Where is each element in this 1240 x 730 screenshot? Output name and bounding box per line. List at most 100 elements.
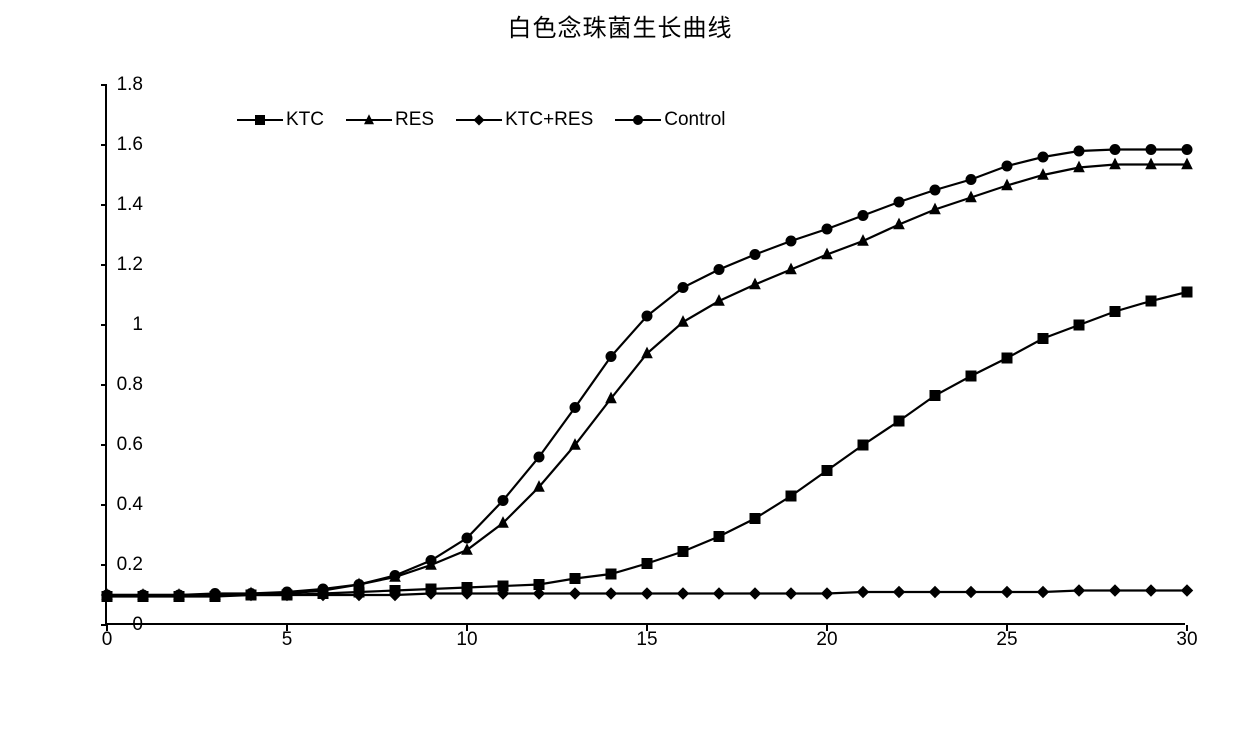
ytick-label: 0 [132,614,143,636]
ytick-label: 1.6 [117,134,143,156]
series-marker-KTC [930,391,940,401]
series-marker-KTC [678,547,688,557]
chart-plot: KTCRESKTC+RESControl 00.20.40.60.811.21.… [60,75,1200,670]
ytick-mark [101,564,107,566]
ytick-label: 1.8 [117,74,143,96]
series-marker-Control [102,590,112,600]
ytick-label: 0.2 [117,554,143,576]
series-marker-Control [606,352,616,362]
series-marker-RES [678,316,688,326]
xtick-label: 10 [456,629,477,651]
series-marker-Control [354,580,364,590]
series-marker-Control [318,584,328,594]
series-marker-KTC+RES [1146,585,1157,596]
series-marker-RES [462,544,472,554]
series-marker-Control [1182,145,1192,155]
series-marker-KTC+RES [930,587,941,598]
series-marker-Control [894,197,904,207]
ytick-mark [101,444,107,446]
ytick-label: 0.8 [117,374,143,396]
series-marker-KTC [1074,320,1084,330]
series-marker-Control [282,587,292,597]
ytick-label: 1.2 [117,254,143,276]
series-marker-KTC [1002,353,1012,363]
ytick-label: 1.4 [117,194,143,216]
series-marker-Control [858,211,868,221]
xtick-label: 20 [816,629,837,651]
series-marker-KTC+RES [642,588,653,599]
series-marker-KTC [858,440,868,450]
ytick-mark [101,324,107,326]
series-marker-KTC+RES [1182,585,1193,596]
series-marker-KTC+RES [1002,587,1013,598]
plot-area: KTCRESKTC+RESControl 00.20.40.60.811.21.… [105,85,1185,625]
series-marker-Control [750,250,760,260]
series-marker-KTC+RES [750,588,761,599]
series-marker-KTC [822,466,832,476]
series-line-RES [107,165,1187,596]
series-marker-Control [174,590,184,600]
xtick-label: 5 [282,629,293,651]
xtick-label: 0 [102,629,113,651]
series-marker-KTC [714,532,724,542]
series-marker-KTC [570,574,580,584]
series-marker-KTC+RES [1074,585,1085,596]
ytick-label: 0.4 [117,494,143,516]
ytick-mark [101,144,107,146]
xtick-label: 15 [636,629,657,651]
series-marker-KTC [750,514,760,524]
series-marker-Control [966,175,976,185]
series-marker-Control [1110,145,1120,155]
series-marker-KTC+RES [894,587,905,598]
series-marker-KTC+RES [678,588,689,599]
series-marker-Control [462,533,472,543]
series-marker-Control [1074,146,1084,156]
series-marker-KTC+RES [858,587,869,598]
series-marker-KTC+RES [570,588,581,599]
series-marker-KTC [894,416,904,426]
series-marker-Control [1038,152,1048,162]
series-marker-KTC [1038,334,1048,344]
xtick-label: 30 [1176,629,1197,651]
series-marker-KTC+RES [606,588,617,599]
ytick-mark [101,504,107,506]
series-marker-KTC+RES [966,587,977,598]
series-marker-Control [570,403,580,413]
series-marker-KTC+RES [1038,587,1049,598]
series-marker-KTC+RES [786,588,797,599]
ytick-mark [101,264,107,266]
series-marker-Control [786,236,796,246]
series-marker-Control [210,589,220,599]
series-marker-Control [930,185,940,195]
series-marker-Control [534,452,544,462]
series-marker-KTC [642,559,652,569]
series-marker-Control [390,571,400,581]
series-marker-Control [426,556,436,566]
ytick-label: 1 [132,314,143,336]
ytick-mark [101,384,107,386]
series-marker-Control [246,589,256,599]
chart-title: 白色念珠菌生长曲线 [0,8,1240,43]
ytick-mark [101,204,107,206]
series-marker-Control [138,590,148,600]
series-marker-KTC [1110,307,1120,317]
ytick-label: 0.6 [117,434,143,456]
series-marker-KTC+RES [714,588,725,599]
series-marker-Control [498,496,508,506]
series-marker-Control [822,224,832,234]
series-marker-KTC [1182,287,1192,297]
series-marker-Control [1002,161,1012,171]
series-marker-Control [1146,145,1156,155]
series-marker-Control [642,311,652,321]
series-line-KTC [107,292,1187,597]
series-marker-KTC+RES [1110,585,1121,596]
series-marker-KTC [966,371,976,381]
series-layer [107,85,1187,625]
series-marker-KTC [606,569,616,579]
series-marker-Control [714,265,724,275]
series-marker-Control [678,283,688,293]
ytick-mark [101,84,107,86]
series-line-Control [107,150,1187,596]
series-marker-KTC+RES [822,588,833,599]
xtick-label: 25 [996,629,1017,651]
